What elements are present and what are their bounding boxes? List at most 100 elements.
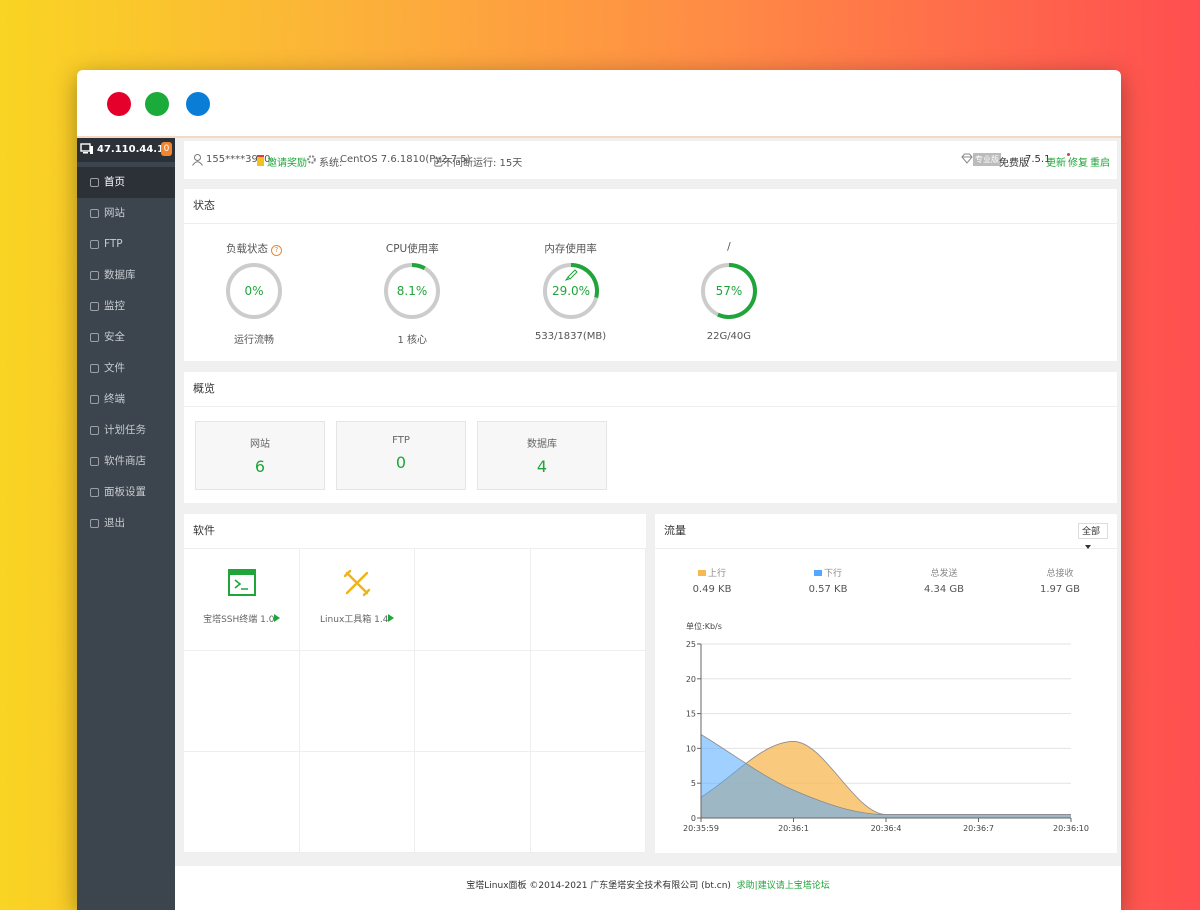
menu-item[interactable]: 终端 <box>77 384 175 415</box>
gauge-detail: 1 核心 <box>397 335 428 346</box>
overview-card[interactable]: 网站 6 <box>195 421 325 490</box>
gauge-detail: 533/1837(MB) <box>534 331 607 342</box>
menu-icon <box>90 178 99 187</box>
icon-tools <box>344 569 371 597</box>
area <box>701 734 1071 818</box>
grid-cell <box>299 752 415 853</box>
gauge-title: 内存使用率 <box>511 241 631 256</box>
menu-icon <box>90 364 99 373</box>
gauge-arc <box>412 263 426 271</box>
menu-item[interactable]: 网站 <box>77 198 175 229</box>
pro-badge[interactable]: 专业版 <box>973 153 1001 166</box>
software-name: 宝塔SSH终端 1.0 <box>203 615 275 625</box>
menu-icon <box>90 395 99 404</box>
card-count: 0 <box>395 453 407 472</box>
grid-cell <box>415 651 531 752</box>
menu-item[interactable]: 计划任务 <box>77 415 175 446</box>
menu-item[interactable]: 数据库 <box>77 260 175 291</box>
grid-cell <box>530 651 646 752</box>
gauge: 8.1% <box>384 263 441 319</box>
x-tick-label: 20:36:10 <box>1053 824 1089 833</box>
stat-label: 上行 <box>662 566 762 579</box>
panel-title: 软件 <box>184 514 646 549</box>
menu-item[interactable]: 退出 <box>77 508 175 539</box>
menu-icon <box>90 426 99 435</box>
menu-icon <box>90 333 99 342</box>
grid-cell <box>415 752 531 853</box>
update-dot <box>1067 153 1070 156</box>
grid-cell <box>299 549 415 651</box>
menu-icon <box>90 488 99 497</box>
grid-cell <box>184 549 300 651</box>
card-count: 6 <box>254 457 266 476</box>
menu-label: 网站 <box>104 207 125 219</box>
menu-item[interactable]: 安全 <box>77 322 175 353</box>
menu-label: 软件商店 <box>104 455 146 467</box>
gauge-title: / <box>669 241 789 253</box>
card-label: FTP <box>392 435 410 446</box>
gauge-arc <box>570 263 599 298</box>
software-item[interactable]: Linux工具箱 1.4 <box>300 612 414 625</box>
card-label: 数据库 <box>527 439 557 450</box>
help-icon[interactable]: ? <box>271 245 282 256</box>
action-link[interactable]: 更新 <box>1046 158 1066 169</box>
close-button[interactable] <box>107 92 131 116</box>
menu-item[interactable]: 面板设置 <box>77 477 175 508</box>
menu-label: 计划任务 <box>104 424 146 436</box>
invite-link[interactable]: 邀请奖励 <box>267 158 307 169</box>
footer: 宝塔Linux面板 ©2014-2021 广东堡塔安全技术有限公司 (bt.cn… <box>175 866 1121 910</box>
maximize-button[interactable] <box>186 92 210 116</box>
panel-title: 流量 <box>655 514 1117 549</box>
menu-item[interactable]: FTP <box>77 229 175 260</box>
menu-item[interactable]: 软件商店 <box>77 446 175 477</box>
user-phone[interactable]: 155****3930 <box>206 154 271 165</box>
gauge-title-text: / <box>727 241 731 253</box>
footer-line: 宝塔Linux面板 ©2014-2021 广东堡塔安全技术有限公司 (bt.cn… <box>175 878 1121 891</box>
y-tick-label: 10 <box>686 744 696 753</box>
software-icon <box>227 569 256 596</box>
main-area: 155****3930 邀请奖励 系统: CentOS 7.6.1810(Py2… <box>175 138 1121 910</box>
grid-cell <box>184 752 300 853</box>
action-link[interactable]: 修复 <box>1068 158 1088 169</box>
range-select[interactable]: 全部 <box>1078 523 1108 549</box>
menu-icon <box>90 209 99 218</box>
overview-card[interactable]: 数据库 4 <box>477 421 607 490</box>
gear-icon <box>307 155 316 164</box>
sidebar: 47.110.44.16 0 首页 网站 FTP 数据库 监控 安全 文件 终端 计划任务 软件商… <box>77 138 175 910</box>
menu-label: 监控 <box>104 300 125 312</box>
notice-badge[interactable]: 0 <box>161 142 172 156</box>
gauge-detail: 运行流畅 <box>234 335 274 346</box>
edition: 免费版 <box>999 158 1029 169</box>
minimize-button[interactable] <box>145 92 169 116</box>
overview-card[interactable]: FTP 0 <box>336 421 466 490</box>
gauge-arc <box>716 263 757 319</box>
host-icon <box>80 143 93 154</box>
software-icon <box>344 569 371 597</box>
y-tick-label: 15 <box>686 710 696 719</box>
action-link[interactable]: 重启 <box>1090 158 1110 169</box>
software-panel: 软件 宝塔SSH终端 1.0 Linux工具箱 1.4 <box>184 514 646 853</box>
panel-title: 概览 <box>184 372 1117 407</box>
top-bar: 155****3930 邀请奖励 系统: CentOS 7.6.1810(Py2… <box>184 141 1117 179</box>
menu-item[interactable]: 监控 <box>77 291 175 322</box>
menu-item[interactable]: 文件 <box>77 353 175 384</box>
system-label: 系统: <box>319 158 343 169</box>
x-tick-label: 20:36:4 <box>871 824 902 833</box>
forum-link[interactable]: 求助|建议请上宝塔论坛 <box>736 881 830 891</box>
menu-label: 安全 <box>104 331 125 343</box>
gauge-value: 8.1% <box>397 284 428 298</box>
legend-label: 上行 <box>707 569 726 579</box>
menu-icon <box>90 302 99 311</box>
grid-cell <box>530 549 646 651</box>
host-bar <box>77 138 175 162</box>
x-tick-label: 20:36:1 <box>778 824 809 833</box>
software-item[interactable]: 宝塔SSH终端 1.0 <box>185 612 299 625</box>
y-tick-label: 25 <box>686 640 696 649</box>
menu-icon <box>90 240 99 249</box>
menu-icon <box>90 519 99 528</box>
x-tick-label: 20:35:59 <box>683 824 719 833</box>
diamond-icon <box>961 153 973 164</box>
menu-item[interactable]: 首页 <box>77 167 175 198</box>
status-panel: 状态 负载状态? 0% 运行流畅 CPU使用率 8.1% 1 核心 内存使用率 29.0% 53… <box>184 189 1117 361</box>
